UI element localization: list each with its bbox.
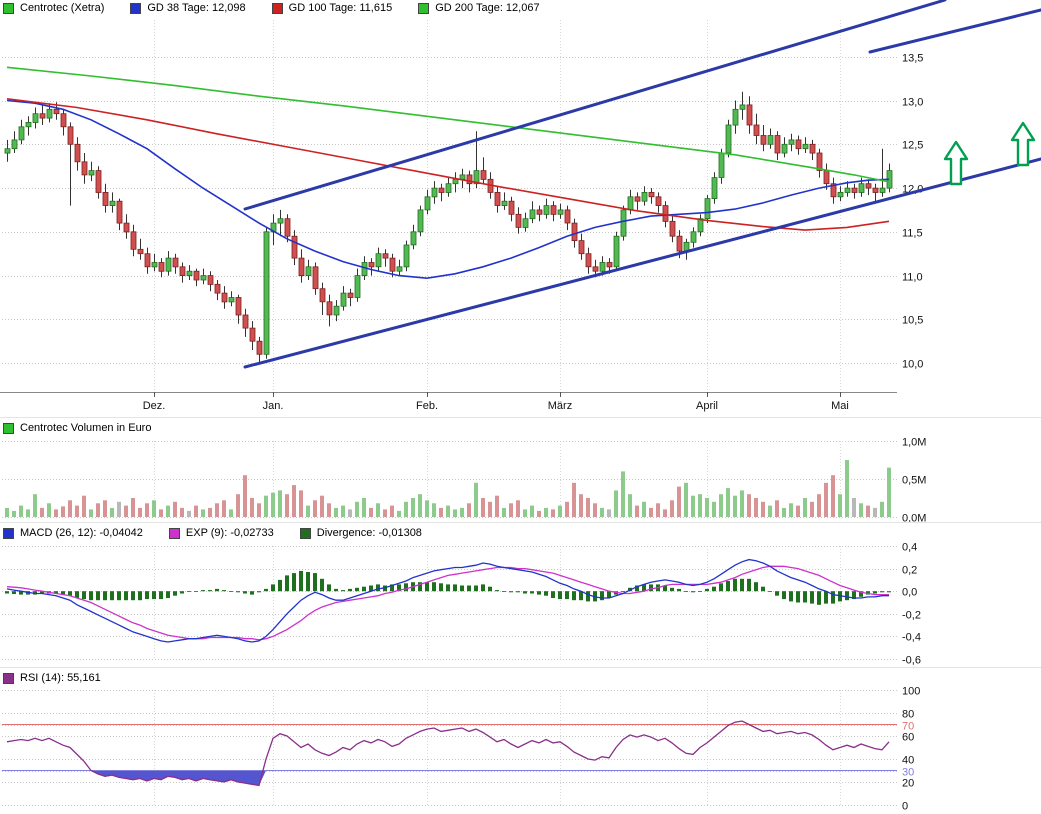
svg-text:11,0: 11,0 <box>902 272 923 284</box>
volume-legend: Centrotec Volumen in Euro <box>3 421 151 435</box>
svg-text:100: 100 <box>902 686 920 698</box>
svg-text:30: 30 <box>902 767 914 779</box>
legend-item-instrument: Centrotec (Xetra) <box>3 2 104 14</box>
svg-text:0,2: 0,2 <box>902 565 917 577</box>
rsi-legend: RSI (14): 55,161 <box>3 671 101 685</box>
price-legend: Centrotec (Xetra) GD 38 Tage: 12,098 GD … <box>3 1 540 15</box>
svg-text:80: 80 <box>902 709 914 721</box>
instrument-label: Centrotec (Xetra) <box>20 2 105 14</box>
svg-text:70: 70 <box>902 721 914 733</box>
gd100-color-swatch <box>271 2 283 14</box>
rsi-color-swatch <box>3 672 14 684</box>
svg-text:0,0: 0,0 <box>902 587 917 599</box>
svg-text:0,4: 0,4 <box>902 542 917 554</box>
svg-text:13,5: 13,5 <box>902 53 923 65</box>
svg-text:10,5: 10,5 <box>902 315 923 327</box>
legend-item-gd200: GD 200 Tage: 12,067 <box>418 2 540 14</box>
legend-item-gd38: GD 38 Tage: 12,098 <box>130 2 246 14</box>
divergence-color-swatch <box>299 527 311 539</box>
svg-text:40: 40 <box>902 755 914 767</box>
svg-text:0: 0 <box>902 801 908 813</box>
legend-item-rsi: RSI (14): 55,161 <box>3 672 101 684</box>
svg-text:April: April <box>696 400 718 412</box>
svg-text:1,0M: 1,0M <box>902 437 926 449</box>
macd-color-swatch <box>3 527 14 539</box>
macd-label: MACD (26, 12): -0,04042 <box>20 527 143 539</box>
svg-text:Feb.: Feb. <box>416 400 438 412</box>
legend-item-macd: MACD (26, 12): -0,04042 <box>3 527 143 539</box>
gd38-label: GD 38 Tage: 12,098 <box>147 2 246 14</box>
gd38-color-swatch <box>130 2 142 14</box>
svg-text:20: 20 <box>902 778 914 790</box>
gd100-label: GD 100 Tage: 11,615 <box>288 2 393 14</box>
instrument-color-swatch <box>3 2 14 14</box>
svg-text:-0,2: -0,2 <box>902 610 921 622</box>
svg-text:13,0: 13,0 <box>902 97 923 109</box>
svg-text:0,0M: 0,0M <box>902 513 926 525</box>
volume-color-swatch <box>3 422 14 434</box>
svg-text:Dez.: Dez. <box>143 400 166 412</box>
svg-text:0,5M: 0,5M <box>902 475 926 487</box>
legend-item-gd100: GD 100 Tage: 11,615 <box>271 2 393 14</box>
svg-text:10,0: 10,0 <box>902 359 923 371</box>
svg-text:12,5: 12,5 <box>902 140 923 152</box>
macd-legend: MACD (26, 12): -0,04042 EXP (9): -0,0273… <box>3 526 422 540</box>
legend-item-volume: Centrotec Volumen in Euro <box>3 422 151 434</box>
divergence-label: Divergence: -0,01308 <box>316 527 422 539</box>
rsi-label: RSI (14): 55,161 <box>20 672 101 684</box>
gd200-label: GD 200 Tage: 12,067 <box>435 2 540 14</box>
legend-item-exp: EXP (9): -0,02733 <box>168 527 274 539</box>
svg-text:-0,6: -0,6 <box>902 655 921 667</box>
svg-text:60: 60 <box>902 732 914 744</box>
svg-text:März: März <box>548 400 572 412</box>
exp-label: EXP (9): -0,02733 <box>185 527 274 539</box>
svg-text:Jan.: Jan. <box>263 400 284 412</box>
volume-label: Centrotec Volumen in Euro <box>20 422 152 434</box>
svg-text:11,5: 11,5 <box>902 228 923 240</box>
svg-text:Mai: Mai <box>831 400 849 412</box>
legend-item-divergence: Divergence: -0,01308 <box>299 527 422 539</box>
exp-color-swatch <box>168 527 180 539</box>
gd200-color-swatch <box>418 2 430 14</box>
svg-text:-0,4: -0,4 <box>902 632 921 644</box>
